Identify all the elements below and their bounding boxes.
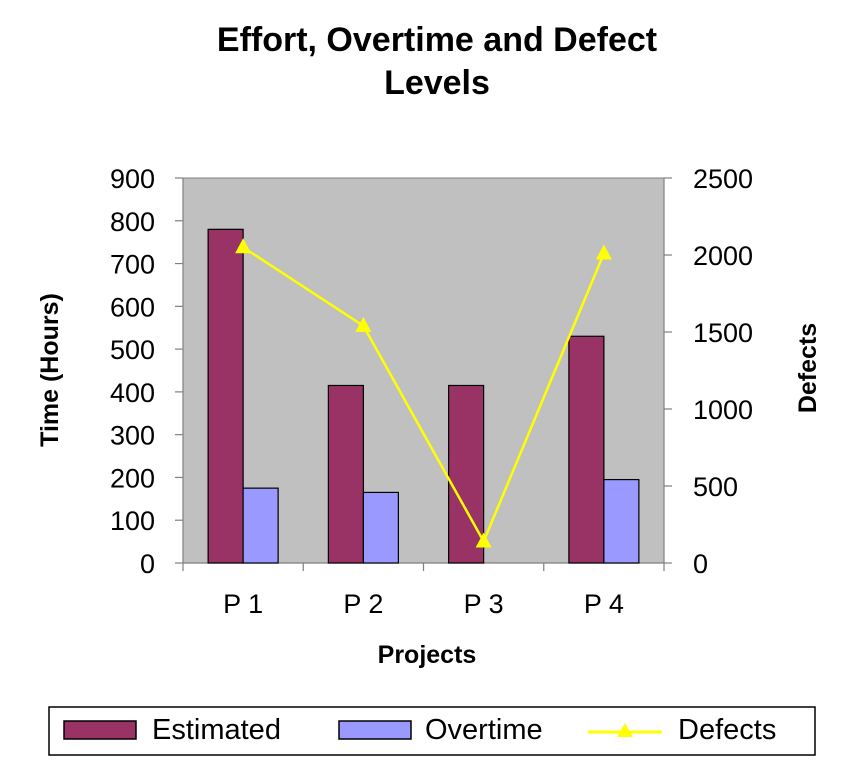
y-tick-label: 700 <box>110 250 155 280</box>
chart-title-line-2: Levels <box>384 64 490 102</box>
bar-overtime-1 <box>242 487 279 564</box>
y2-tick-label: 500 <box>693 472 738 502</box>
legend: Estimated Overtime Defects <box>48 706 816 756</box>
bar-estimated-4 <box>568 335 605 564</box>
x-tick-label: P 2 <box>343 589 383 619</box>
legend-label-estimated: Estimated <box>152 714 281 746</box>
legend-swatch-estimated <box>63 720 137 740</box>
y2-tick-label: 2500 <box>693 164 753 194</box>
bars <box>207 228 640 564</box>
axes: 0 100 200 300 400 500 600 700 800 900 0 500 1000 1500… <box>110 164 753 619</box>
y2-tick-label: 0 <box>693 549 708 579</box>
y-tick-label: 300 <box>110 421 155 451</box>
y2-tick-label: 1500 <box>693 318 753 348</box>
legend-marker-defects <box>617 723 633 737</box>
y2-tick-label: 1000 <box>693 395 753 425</box>
y2-axis-title: Defects <box>794 323 822 413</box>
y-tick-label: 900 <box>110 164 155 194</box>
legend-label-defects: Defects <box>678 714 776 746</box>
bar-estimated-2 <box>327 384 364 564</box>
x-tick-label: P 3 <box>464 589 504 619</box>
bar-estimated-3 <box>448 384 485 564</box>
y-tick-label: 800 <box>110 207 155 237</box>
defects-marker-4 <box>595 244 612 260</box>
defects-line <box>242 246 606 545</box>
legend-box <box>48 706 816 756</box>
defects-marker-3 <box>475 532 492 548</box>
x-tick-label: P 1 <box>223 589 263 619</box>
y-axis-title: Time (Hours) <box>36 293 64 447</box>
bar-estimated-1 <box>207 228 244 564</box>
defects-line-layer <box>235 238 612 548</box>
bar-overtime-4 <box>603 478 640 564</box>
legend-swatch-overtime <box>338 720 412 740</box>
x-tick-label: P 4 <box>584 589 624 619</box>
bar-overtime-2 <box>362 491 399 564</box>
y-tick-label: 200 <box>110 463 155 493</box>
y-tick-label: 600 <box>110 292 155 322</box>
chart-title-line-1: Effort, Overtime and Defect <box>217 21 657 59</box>
y-tick-label: 500 <box>110 335 155 365</box>
y-tick-label: 100 <box>110 506 155 536</box>
defects-marker-1 <box>235 238 252 254</box>
legend-label-overtime: Overtime <box>425 714 543 746</box>
y2-tick-label: 2000 <box>693 241 753 271</box>
x-axis-title: Projects <box>378 641 477 669</box>
y-tick-label: 400 <box>110 378 155 408</box>
defects-marker-2 <box>355 316 372 332</box>
y-tick-label: 0 <box>140 549 155 579</box>
